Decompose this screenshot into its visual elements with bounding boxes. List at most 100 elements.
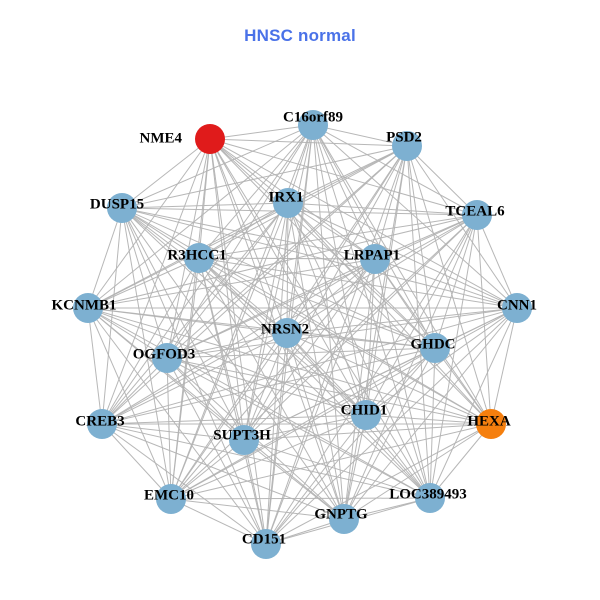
graph-edge — [170, 124, 314, 500]
graph-node-nme4[interactable] — [195, 124, 225, 154]
graph-edge — [198, 257, 431, 499]
graph-edge — [243, 439, 345, 520]
graph-node-cd151[interactable] — [251, 529, 281, 559]
page-title: HNSC normal — [244, 26, 356, 45]
graph-edge — [198, 257, 436, 349]
graph-edge — [166, 357, 367, 416]
graph-edge — [101, 347, 436, 425]
graph-edge — [101, 138, 211, 425]
graph-edge — [343, 423, 492, 520]
graph-edge — [166, 357, 267, 545]
graph-edge — [287, 202, 367, 416]
graph-node-hexa[interactable] — [476, 409, 506, 439]
graph-node-supt3h[interactable] — [229, 425, 259, 455]
graph-node-lrpap1[interactable] — [360, 244, 390, 274]
graph-edge — [121, 207, 245, 441]
graph-edge — [166, 307, 518, 359]
graph-edge — [209, 138, 367, 416]
graph-node-nrsn2[interactable] — [272, 318, 302, 348]
graph-edge — [243, 439, 267, 545]
graph-node-cnn1[interactable] — [502, 293, 532, 323]
graph-edge — [365, 414, 492, 425]
graph-edge — [87, 307, 103, 425]
graph-edge — [121, 207, 376, 260]
graph-edge — [286, 202, 289, 334]
graph-edge — [121, 207, 172, 500]
graph-edge — [209, 138, 431, 499]
graph-edge — [87, 257, 200, 309]
graph-edge — [286, 307, 518, 334]
graph-edge — [166, 124, 314, 359]
graph-node-ghdc[interactable] — [420, 333, 450, 363]
graph-edge — [286, 332, 492, 425]
graph-node-c16orf89[interactable] — [298, 110, 328, 140]
graph-edge — [365, 414, 431, 499]
graph-edge — [312, 124, 518, 309]
graph-edge — [312, 124, 367, 416]
graph-edge — [476, 214, 492, 425]
graph-edge — [243, 439, 431, 499]
graph-node-psd2[interactable] — [392, 131, 422, 161]
graph-node-kcnmb1[interactable] — [73, 293, 103, 323]
graph-edge — [287, 145, 408, 204]
graph-node-tceal6[interactable] — [462, 200, 492, 230]
graph-edge — [209, 138, 245, 441]
graph-node-irx1[interactable] — [273, 188, 303, 218]
graph-edge — [198, 257, 492, 425]
graph-edge — [101, 258, 376, 425]
graph-node-ogfod3[interactable] — [152, 343, 182, 373]
graph-node-label-dusp15: DUSP15 — [90, 196, 144, 212]
graph-edge — [343, 145, 408, 520]
graph-node-emc10[interactable] — [156, 484, 186, 514]
graph-edge — [198, 124, 314, 259]
graph-node-label-nme4: NME4 — [140, 130, 183, 146]
graph-node-gnptg[interactable] — [329, 504, 359, 534]
graph-node-r3hcc1[interactable] — [184, 243, 214, 273]
graph-edge — [198, 214, 478, 259]
graph-node-label-chid1: CHID1 — [341, 402, 388, 418]
graph-edge — [166, 357, 245, 441]
graph-edge — [490, 307, 518, 425]
graph-edge — [312, 124, 478, 216]
graph-edge — [170, 423, 492, 500]
graph-edge — [265, 423, 492, 545]
graph-edge — [170, 439, 245, 500]
graph-edge — [434, 214, 478, 349]
graph-node-chid1[interactable] — [351, 400, 381, 430]
graph-edge — [286, 332, 367, 416]
graph-edge — [434, 347, 492, 425]
graph-edge — [265, 347, 436, 545]
graph-node-label-lrpap1: LRPAP1 — [344, 247, 400, 263]
graph-node-creb3[interactable] — [87, 409, 117, 439]
graph-edge — [343, 347, 436, 520]
graph-edge — [101, 357, 168, 425]
graph-edge — [166, 347, 436, 359]
graph-edge — [170, 332, 288, 500]
graph-edge — [101, 423, 267, 545]
graph-edge — [87, 307, 436, 349]
graph-node-label-gnptg: GNPTG — [314, 506, 368, 522]
graph-node-loc389493[interactable] — [415, 483, 445, 513]
graph-edge — [312, 124, 376, 260]
graph-edge — [243, 414, 367, 441]
graph-edge — [243, 145, 408, 441]
graph-edge — [170, 498, 267, 545]
graph-edge — [170, 257, 200, 500]
graph-edge — [101, 257, 200, 425]
graph-node-label-nrsn2: NRSN2 — [261, 321, 309, 337]
graph-edge — [365, 258, 376, 416]
graph-edge — [287, 202, 518, 309]
graph-edge — [286, 332, 345, 520]
graph-edge — [170, 414, 367, 500]
graph-edge — [312, 124, 408, 147]
graph-node-dusp15[interactable] — [107, 193, 137, 223]
graph-edge — [87, 207, 123, 309]
graph-edge — [166, 357, 431, 499]
graph-edge — [166, 214, 478, 359]
graph-node-label-cnn1: CNN1 — [497, 297, 537, 313]
graph-edge — [87, 258, 376, 309]
graph-edge — [166, 332, 288, 359]
graph-edge — [87, 307, 492, 425]
graph-edge — [476, 214, 518, 309]
